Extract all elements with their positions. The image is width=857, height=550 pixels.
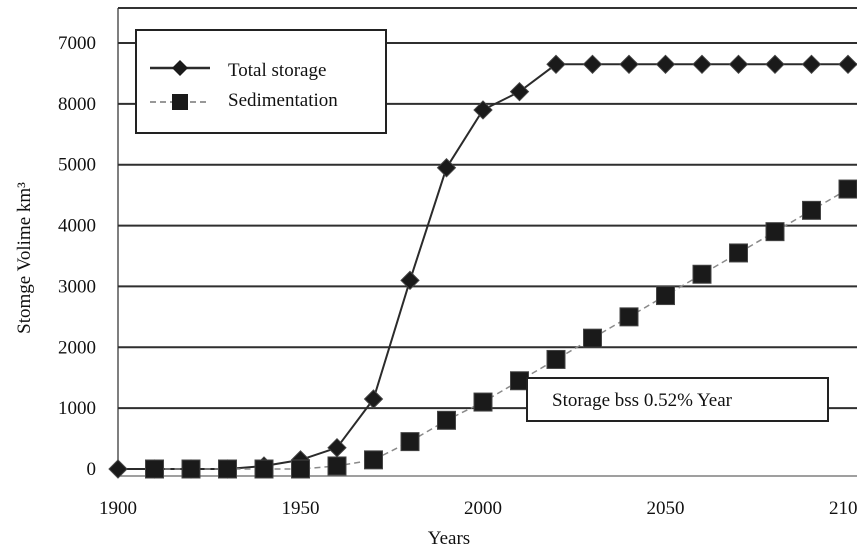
series-line (154, 182, 857, 470)
total-storage-point (655, 54, 676, 75)
annotation-frame (526, 377, 829, 422)
total-storage-point (765, 54, 785, 75)
sedimentation-point (619, 307, 639, 327)
sedimentation-point (400, 432, 420, 452)
legend-total-storage-marker (172, 60, 188, 76)
legend-sedimentation-marker (172, 94, 188, 110)
total-storage-point (619, 54, 639, 75)
sedimentation-point (145, 459, 164, 479)
total-storage-point (692, 54, 712, 75)
total-storage-point (801, 54, 822, 75)
legend-total-storage-label: Total storage (228, 60, 326, 81)
y-tick-label: 1000 (58, 398, 96, 419)
total-storage-point (728, 54, 749, 75)
sedimentation-point (218, 459, 237, 479)
series-layer (108, 54, 857, 479)
legend-sedimentation-label: Sedimentation (228, 90, 338, 111)
sedimentation-point (583, 328, 602, 348)
y-tick-label: 5000 (58, 155, 96, 176)
x-axis-label: Years (428, 528, 470, 549)
total-storage-point (838, 54, 857, 75)
total-storage-point (108, 459, 128, 479)
total-storage-point (327, 437, 347, 458)
sedimentation-point (291, 459, 310, 479)
sedimentation-point (364, 450, 383, 470)
y-tick-label: 0 (87, 459, 97, 480)
sedimentation-point (546, 349, 566, 369)
sedimentation-point (181, 459, 201, 479)
sedimentation-point (729, 243, 748, 263)
total-storage-point (582, 54, 603, 75)
y-tick-label: 7000 (58, 33, 96, 54)
total-storage-point (363, 389, 384, 409)
sedimentation-point (437, 410, 456, 430)
sedimentation-point (838, 179, 857, 199)
x-tick-label: 1950 (282, 498, 320, 519)
y-axis-label: Stomge Volime km³ (14, 182, 35, 334)
y-tick-labels: 0 1000 2000 3000 4000 5000 8000 7000 (58, 33, 96, 480)
y-tick-label: 8000 (58, 94, 96, 115)
sedimentation-point (327, 456, 347, 476)
legend-box (135, 29, 387, 134)
sedimentation-point (802, 200, 821, 220)
gridlines (118, 42, 857, 410)
annotation-text: Storage bss 0.52% Year (552, 390, 733, 411)
total-storage-point (509, 81, 530, 102)
sedimentation-point (254, 459, 274, 479)
y-tick-label: 3000 (58, 276, 96, 297)
x-tick-label: 2000 (464, 498, 502, 519)
sedimentation-point (656, 286, 675, 306)
x-tick-label: 1900 (99, 498, 137, 519)
sedimentation-point (692, 264, 712, 284)
annotation-box: Storage bss 0.52% Year (526, 377, 829, 422)
total-storage-point (400, 270, 420, 291)
y-tick-label: 2000 (58, 337, 96, 358)
sedimentation-point (510, 371, 529, 391)
x-tick-label: 2050 (647, 498, 685, 519)
sedimentation-point (765, 222, 785, 242)
total-storage-point (473, 100, 493, 120)
sedimentation-point (473, 392, 493, 412)
total-storage-point (546, 54, 566, 75)
legend: Total storage Sedimentation (135, 29, 387, 134)
series-line (118, 63, 857, 470)
total-storage-point (436, 158, 457, 178)
y-tick-label: 4000 (58, 216, 96, 237)
